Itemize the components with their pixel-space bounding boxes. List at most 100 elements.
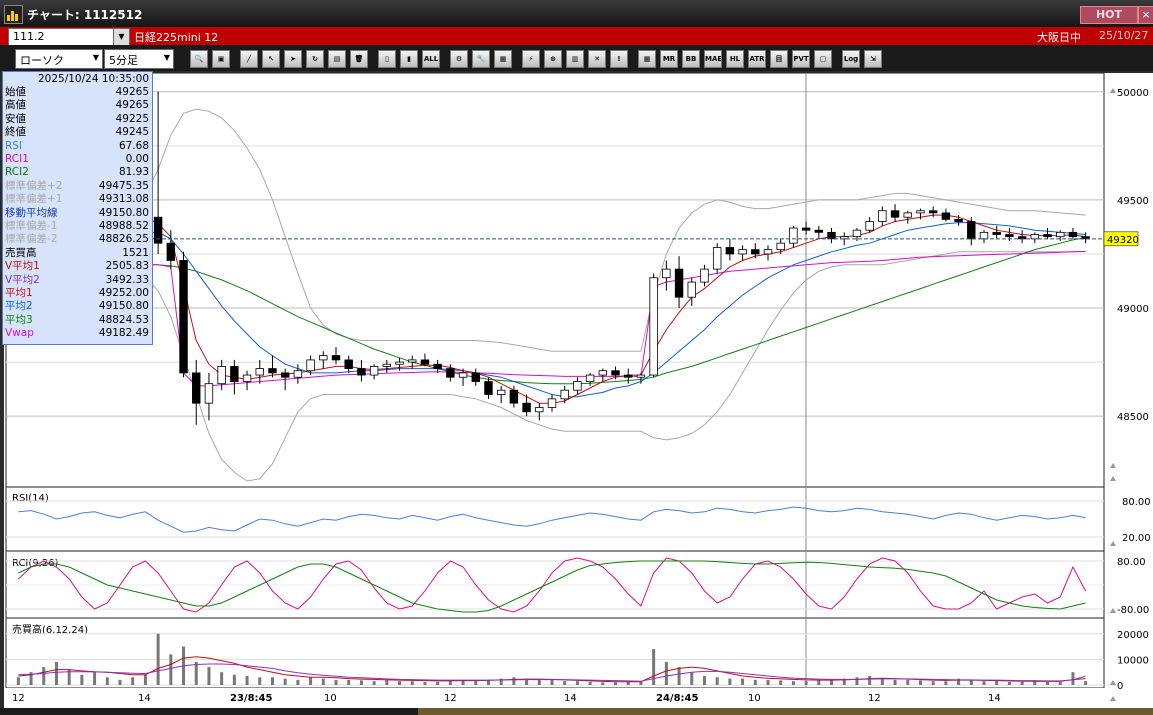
info-value: 49265 — [115, 99, 149, 112]
cursor-icon[interactable]: ➤ — [284, 50, 302, 68]
volume-bar — [804, 681, 808, 685]
search-icon[interactable]: 🔍 — [190, 50, 208, 68]
info-value: 81.93 — [118, 166, 149, 179]
volume-bar — [1007, 681, 1011, 685]
volume-bar — [664, 661, 668, 685]
candle-body — [319, 355, 328, 361]
candle-body — [801, 227, 811, 231]
candle-body — [712, 247, 722, 270]
volume-bar — [232, 674, 236, 685]
volume-bar — [1071, 672, 1075, 685]
candle-body — [636, 374, 646, 378]
info-row: RSI 67.68 — [5, 140, 149, 153]
symbol-dropdown-icon[interactable]: ▼ — [113, 28, 130, 46]
chart-area[interactable]: 50000 49500 49000 48500 49320 RSI(14) 80.00 20.… — [4, 72, 1153, 708]
volume-bar — [16, 677, 20, 685]
indicator-mr[interactable]: MR — [660, 50, 678, 68]
refresh-icon[interactable]: ↻ — [306, 50, 324, 68]
zoom-icon[interactable]: ⊕ — [544, 50, 562, 68]
candle-tool2-icon[interactable]: ▮ — [400, 50, 418, 68]
document-icon[interactable]: ▤ — [328, 50, 346, 68]
volume-bar — [741, 678, 745, 685]
candle-body — [738, 249, 747, 255]
indicator-bb[interactable]: BB — [682, 50, 700, 68]
timeframe-select[interactable]: 5分足 ▼ — [104, 49, 174, 69]
indicator-hl[interactable]: HL — [726, 50, 744, 68]
info-row: 標準偏差-2 48826.25 — [5, 233, 149, 246]
time-tick-label: 14 — [138, 693, 151, 704]
draw-line-icon[interactable]: ╱ — [240, 50, 258, 68]
pointer-icon[interactable]: ↖ — [262, 50, 280, 68]
candle-body — [192, 372, 201, 404]
candle-body — [217, 366, 226, 385]
candle-body — [573, 381, 582, 391]
volume-bar — [1033, 681, 1037, 685]
volume-bar — [690, 672, 694, 685]
candle-body — [547, 398, 557, 408]
volume-bar — [169, 654, 173, 685]
volume-bar — [766, 679, 770, 685]
volume-bar — [1046, 681, 1050, 685]
candle-body — [471, 372, 480, 382]
cross-tool-icon[interactable]: ✕ — [588, 50, 606, 68]
info-label: 安値 — [5, 112, 26, 125]
rci1-line — [18, 557, 1087, 613]
wrench-icon[interactable]: 🔧 — [472, 50, 490, 68]
info-value: 1521 — [122, 246, 149, 259]
candle-body — [763, 249, 773, 255]
indicator-pvt[interactable]: PVT — [792, 50, 810, 68]
volume-bar — [29, 672, 33, 685]
info-value: 3492.33 — [105, 273, 149, 286]
all-button[interactable]: ALL — [422, 50, 440, 68]
close-button[interactable]: × — [1138, 6, 1153, 24]
info-value: 49475.35 — [98, 179, 149, 192]
bolt-icon[interactable]: ⚡ — [522, 50, 540, 68]
indicator-mae[interactable]: MAE — [704, 50, 722, 68]
bottom-scroll-strip[interactable] — [418, 708, 1153, 715]
rci-title: RCI(9,26) — [12, 558, 59, 569]
volume-bar — [601, 682, 605, 685]
time-tick-label: 24/8:45 — [656, 693, 698, 704]
indicator-ichimoku[interactable]: 目 — [770, 50, 788, 68]
disabled-icon[interactable]: ! — [610, 50, 628, 68]
hot-button[interactable]: HOT — [1080, 6, 1138, 24]
trash-icon[interactable]: 🗑 — [350, 50, 368, 68]
indicator-atr[interactable]: ATR — [748, 50, 766, 68]
info-label: V平均2 — [5, 273, 40, 286]
settings-icon[interactable]: ⚙ — [450, 50, 468, 68]
candle-tool-icon[interactable]: ▯ — [378, 50, 396, 68]
candle-body — [649, 277, 658, 376]
bar-tool-icon[interactable]: ▥ — [566, 50, 584, 68]
volume-bar — [385, 679, 389, 685]
symbol-code: 111.2 — [13, 30, 45, 43]
rci2-line — [18, 560, 1086, 613]
candle-body — [242, 374, 252, 382]
volume-tick-label: 20000 — [1117, 630, 1149, 641]
chart-canvas[interactable]: 50000 49500 49000 48500 49320 RSI(14) 80.00 20.… — [4, 72, 1153, 708]
candle-body — [865, 221, 874, 231]
volume-title: 売買高(6,12,24) — [12, 623, 88, 636]
chart-type-select[interactable]: ローソク ▼ — [15, 49, 103, 69]
volume-bar — [296, 679, 300, 685]
volume-bar — [944, 681, 948, 685]
candle-body — [776, 242, 785, 251]
info-value: 49150.80 — [98, 206, 149, 219]
volume-bar — [779, 680, 783, 685]
candle-body — [979, 231, 989, 240]
export-icon[interactable]: ⇲ — [864, 50, 882, 68]
chevron-down-icon: ▼ — [92, 53, 99, 62]
info-row: 平均3 48824.53 — [5, 314, 149, 327]
candle-body — [928, 210, 938, 214]
log-button[interactable]: Log — [842, 50, 860, 68]
candle-body — [255, 368, 264, 376]
grid-icon[interactable]: ▦ — [638, 50, 656, 68]
window-icon[interactable]: ▣ — [212, 50, 230, 68]
candle-body — [954, 218, 963, 222]
symbol-input[interactable]: 111.2 — [8, 28, 130, 46]
rsi-tick-label: 80.00 — [1122, 497, 1151, 508]
info-datetime: 2025/10/24 10:35:00 — [37, 73, 149, 85]
frame-icon[interactable]: ▢ — [814, 50, 832, 68]
candle-body — [687, 281, 696, 298]
palette-icon[interactable]: ▦ — [494, 50, 512, 68]
volume-bar — [957, 678, 961, 685]
